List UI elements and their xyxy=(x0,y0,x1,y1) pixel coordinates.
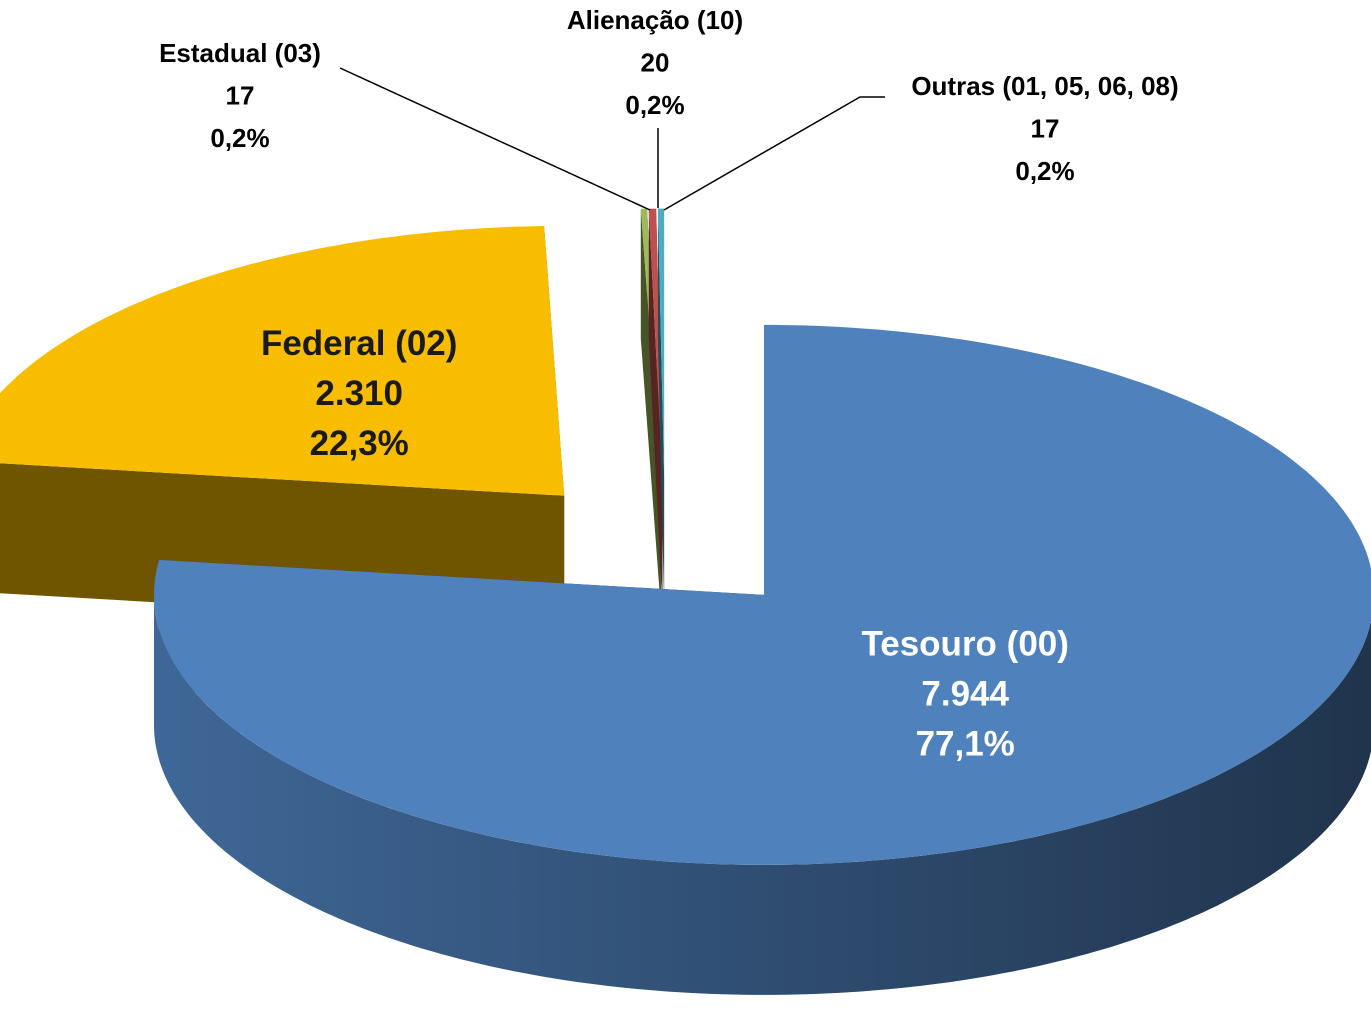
value-label: 20 xyxy=(641,47,670,77)
slice-wall xyxy=(154,594,1371,995)
percent-label: 0,2% xyxy=(625,90,684,120)
slice xyxy=(648,208,663,609)
value-label: 2.310 xyxy=(315,374,403,413)
slice-label: Alienação (10) xyxy=(567,5,743,35)
percent-label: 77,1% xyxy=(916,725,1015,764)
value-label: 7.944 xyxy=(921,675,1009,714)
slice-label: Outras (01, 05, 06, 08) xyxy=(911,71,1178,101)
leader-line xyxy=(339,67,651,211)
slice-top xyxy=(0,226,565,496)
slice-label: Estadual (03) xyxy=(159,38,321,68)
leader-line xyxy=(663,96,885,211)
slice xyxy=(0,226,565,626)
slice xyxy=(657,208,665,609)
percent-label: 0,2% xyxy=(210,123,269,153)
slice-label: Federal (02) xyxy=(261,324,457,363)
value-label: 17 xyxy=(226,80,255,110)
slice-side xyxy=(648,208,663,609)
slice-top xyxy=(154,324,1371,865)
slice xyxy=(154,324,1371,995)
value-label: 17 xyxy=(1031,113,1060,143)
percent-label: 0,2% xyxy=(1015,156,1074,186)
slice-top xyxy=(657,208,665,479)
slice-top xyxy=(648,208,663,479)
slice-side xyxy=(657,208,665,609)
slice-label: Tesouro (00) xyxy=(861,625,1068,664)
percent-label: 22,3% xyxy=(310,424,409,463)
